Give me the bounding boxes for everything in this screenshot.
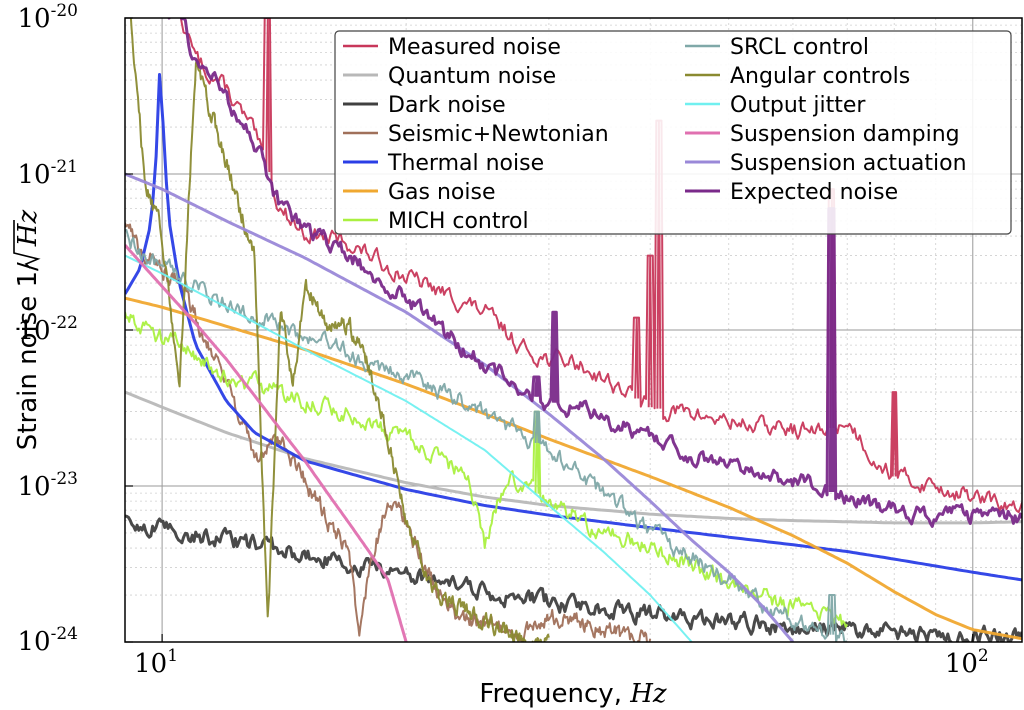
legend-item-seismic-newtonian: Seismic+Newtonian	[343, 122, 609, 147]
series-line-angular-controls	[129, 18, 550, 642]
series-line-suspension-damping	[125, 244, 408, 642]
tick-marks	[125, 17, 974, 643]
legend-label: Output jitter	[730, 93, 866, 118]
sqrt-sign-icon	[13, 220, 41, 269]
x-axis-title: Frequency, Hz	[479, 679, 667, 709]
legend-item-suspension-damping: Suspension damping	[685, 122, 960, 147]
y-tick-label-3: 10-23	[18, 469, 78, 502]
legend-label: Angular controls	[730, 64, 910, 89]
legend-label: Seismic+Newtonian	[388, 122, 609, 147]
y-tick-label-2: 10-22	[18, 313, 78, 346]
legend-label: Expected noise	[730, 180, 898, 205]
legend-label: SRCL control	[730, 35, 869, 60]
legend-label: Suspension damping	[730, 122, 960, 147]
series-line-output-jitter	[125, 254, 693, 642]
series-line-dark-noise	[125, 514, 1022, 642]
series-line-mich-control	[125, 311, 849, 628]
legend-label: MICH control	[388, 209, 529, 234]
legend-item-expected-noise: Expected noise	[685, 180, 898, 205]
legend-item-srcl-control: SRCL control	[685, 35, 869, 60]
series-line-expected-noise	[167, 18, 1022, 528]
legend-item-dark-noise: Dark noise	[343, 93, 506, 118]
x-tick-label-1: 102	[945, 646, 989, 679]
legend-item-output-jitter: Output jitter	[685, 93, 866, 118]
series-line-gas-noise	[125, 296, 1022, 641]
y-axis-unit: Hz	[13, 210, 43, 248]
legend-item-suspension-actuation: Suspension actuation	[685, 151, 967, 176]
y-tick-label-1: 10-21	[18, 157, 78, 190]
legend-item-measured-noise: Measured noise	[343, 35, 561, 60]
legend-box	[334, 30, 1012, 235]
legend-item-angular-controls: Angular controls	[685, 64, 910, 89]
svg-text:Strain noise 1/Hz: Strain noise 1/Hz	[13, 210, 43, 451]
legend-item-thermal-noise: Thermal noise	[343, 151, 544, 176]
y-axis-title: Strain noise 1/Hz	[13, 210, 43, 451]
legend-item-mich-control: MICH control	[343, 209, 529, 234]
series-line-suspension-actuation	[125, 172, 795, 642]
y-tick-label-4: 10-24	[18, 624, 78, 657]
series-line-seismic-newtonian	[125, 222, 652, 642]
x-tick-label-0: 101	[134, 646, 178, 679]
legend-label: Gas noise	[388, 180, 496, 205]
series-line-srcl-control	[125, 229, 848, 642]
legend-label: Thermal noise	[387, 151, 544, 176]
legend-label: Dark noise	[388, 93, 506, 118]
legend: Measured noise Quantum noise Dark noise Sei…	[334, 30, 1012, 235]
legend-label: Quantum noise	[388, 64, 556, 89]
legend-item-quantum-noise: Quantum noise	[343, 64, 556, 89]
legend-label: Suspension actuation	[730, 151, 967, 176]
legend-item-gas-noise: Gas noise	[343, 180, 496, 205]
y-tick-label-0: 10-20	[18, 1, 78, 34]
tick-labels: 101 102 10-20 10-21 10-22 10-23 10-24	[18, 1, 989, 679]
legend-label: Measured noise	[388, 35, 561, 60]
